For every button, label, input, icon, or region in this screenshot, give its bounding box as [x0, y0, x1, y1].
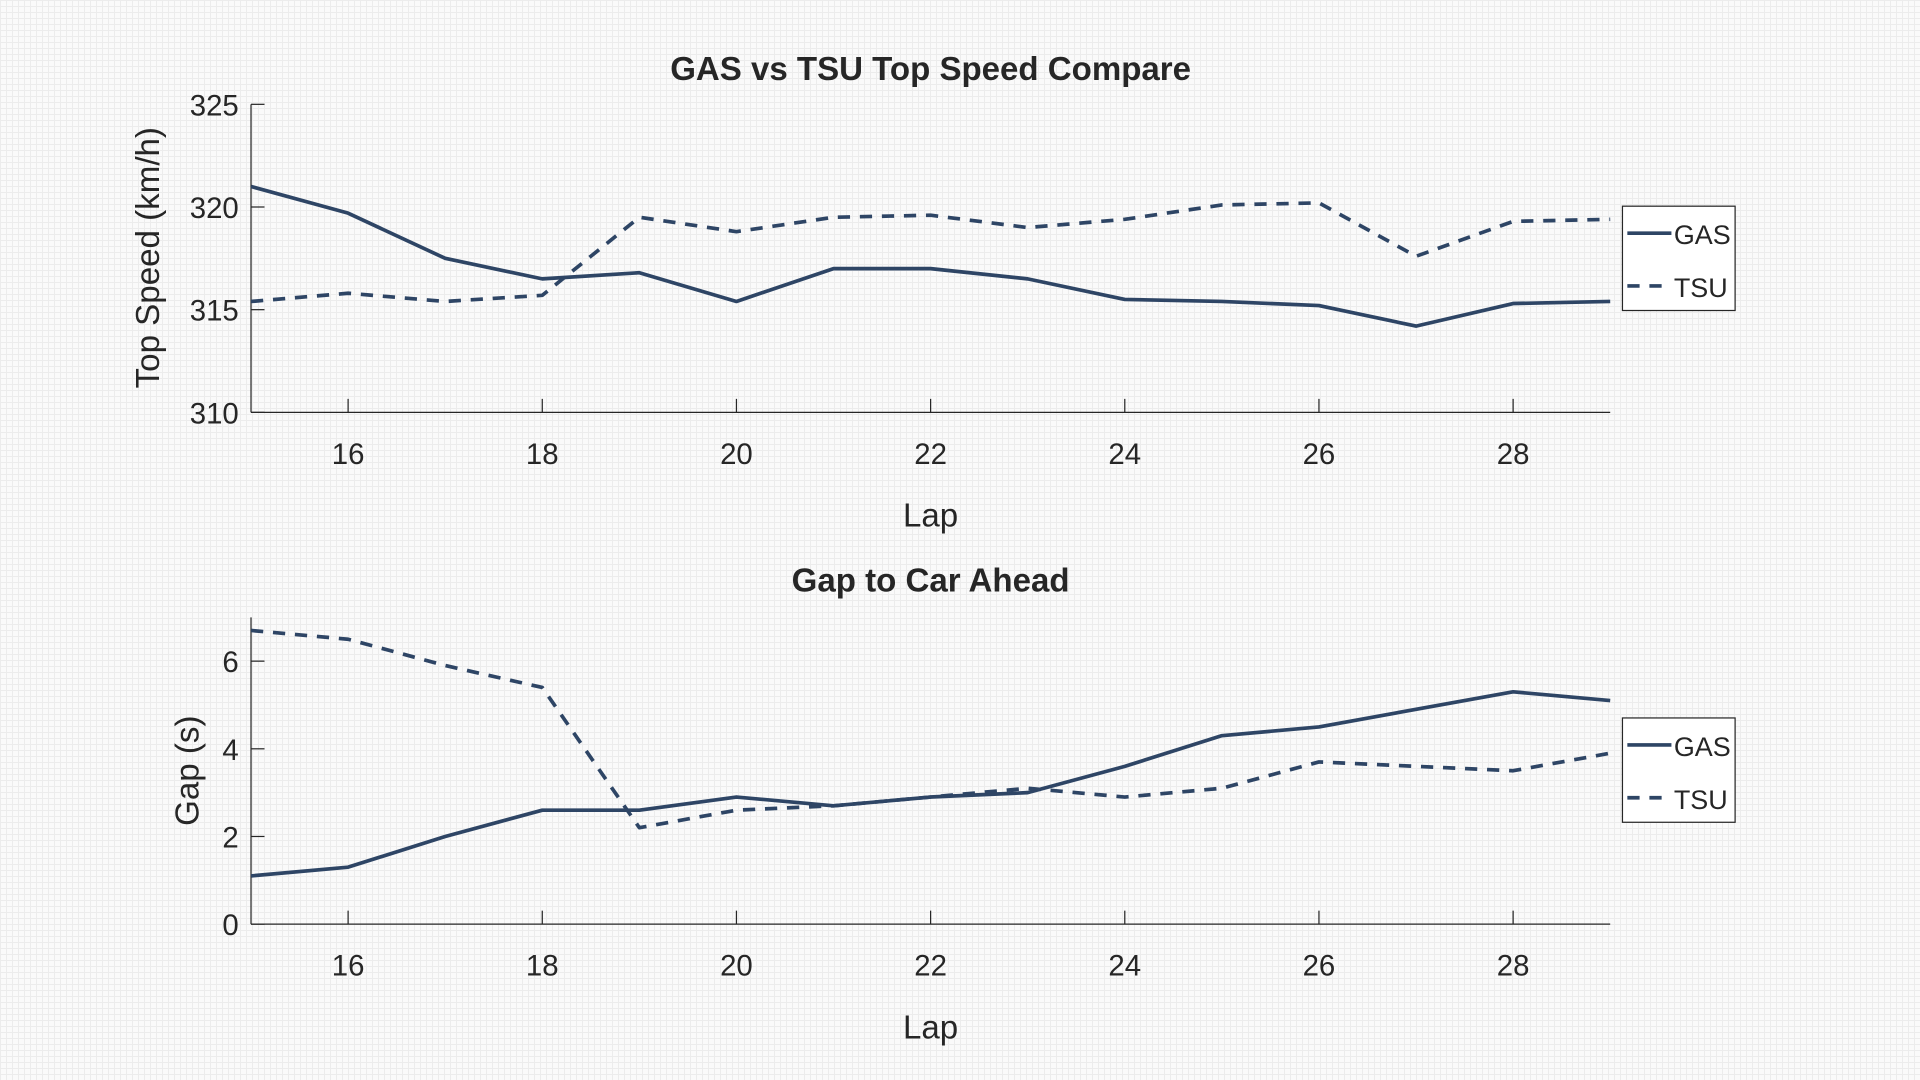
series-line-tsu: [250, 201, 1611, 304]
y-tick-label: 320: [190, 192, 239, 225]
x-tick-label: 18: [526, 950, 559, 983]
x-axis-label: Lap: [903, 497, 958, 534]
y-tick-label: 315: [190, 295, 239, 328]
x-axis-label: Lap: [903, 1009, 958, 1046]
x-tick-label: 24: [1108, 950, 1141, 983]
legend-label: TSU: [1674, 273, 1728, 303]
x-tick-label: 24: [1108, 438, 1141, 471]
y-axis-label: Gap (s): [169, 716, 206, 826]
x-tick-label: 16: [332, 438, 365, 471]
legend-label: GAS: [1674, 732, 1731, 762]
y-tick-label: 4: [222, 734, 238, 767]
chart-title: Gap to Car Ahead: [792, 563, 1070, 600]
gap-chart: Gap to Car Ahead Lap Gap (s) 16 18 20 22 24 2…: [169, 563, 1736, 1046]
x-tick-label: 26: [1303, 950, 1336, 983]
y-tick-label: 6: [222, 646, 238, 679]
series-line-gas: [250, 689, 1611, 878]
x-tick-label: 28: [1497, 438, 1530, 471]
series-line-tsu: [250, 628, 1611, 830]
y-axis-label: Top Speed (km/h): [130, 127, 167, 388]
x-tick-label: 18: [526, 438, 559, 471]
legend-box: [1621, 205, 1736, 312]
top-speed-chart: GAS vs TSU Top Speed Compare Lap Top Spe…: [130, 51, 1736, 535]
y-tick-label: 310: [190, 397, 239, 430]
x-tick-label: 22: [914, 950, 947, 983]
x-tick-label: 20: [720, 950, 753, 983]
series-line-gas: [250, 184, 1611, 328]
legend-box: [1621, 717, 1736, 823]
y-tick-label: 325: [190, 89, 239, 122]
legend-label: TSU: [1674, 785, 1728, 815]
x-tick-label: 16: [332, 950, 365, 983]
x-tick-label: 20: [720, 438, 753, 471]
x-tick-label: 22: [914, 438, 947, 471]
legend: GAS TSU: [1621, 717, 1736, 823]
x-tick-label: 28: [1497, 950, 1530, 983]
legend-label: GAS: [1674, 220, 1731, 250]
x-tick-label: 26: [1303, 438, 1336, 471]
y-tick-label: 2: [222, 821, 238, 854]
legend: GAS TSU: [1621, 205, 1736, 312]
chart-title: GAS vs TSU Top Speed Compare: [670, 51, 1191, 88]
y-tick-label: 0: [222, 909, 238, 942]
